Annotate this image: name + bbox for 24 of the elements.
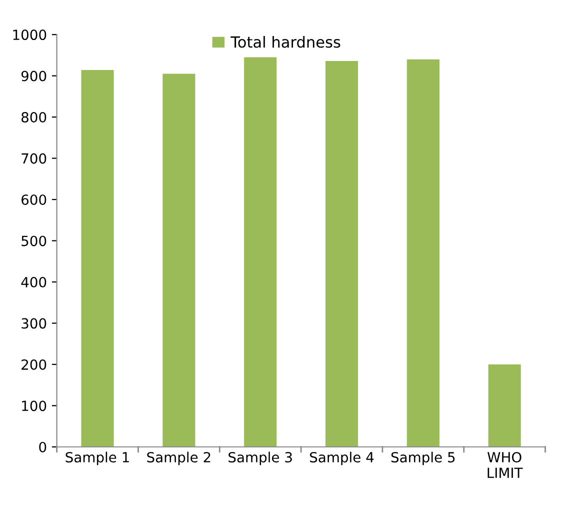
x-tick-label: WHO LIMIT [487,452,523,478]
bar [81,70,114,447]
bar [325,60,358,447]
bar [406,59,440,447]
bar [488,364,521,447]
x-tick-label: Sample 1 [66,452,129,466]
legend-label: Total hardness [230,36,340,48]
y-tick-label: 400 [21,276,46,288]
y-tick-label: 900 [21,70,46,82]
x-tick-label: Sample 5 [391,452,455,466]
y-tick-label: 500 [22,236,46,246]
y-tick-label: 200 [22,359,46,370]
y-tick-label: 100 [22,400,46,412]
y-tick-label: 600 [22,194,46,205]
y-tick-label: 1000 [13,30,46,40]
y-tick-label: 700 [22,153,46,164]
x-tick-label: Sample 3 [228,452,292,466]
bar [162,74,196,447]
x-tick-label: Sample 2 [147,452,210,466]
y-tick-label: 0 [39,442,46,452]
x-tick-label: Sample 4 [310,452,374,466]
y-tick-label: 800 [22,112,46,123]
y-tick-label: 300 [22,318,46,329]
bar [244,57,277,447]
